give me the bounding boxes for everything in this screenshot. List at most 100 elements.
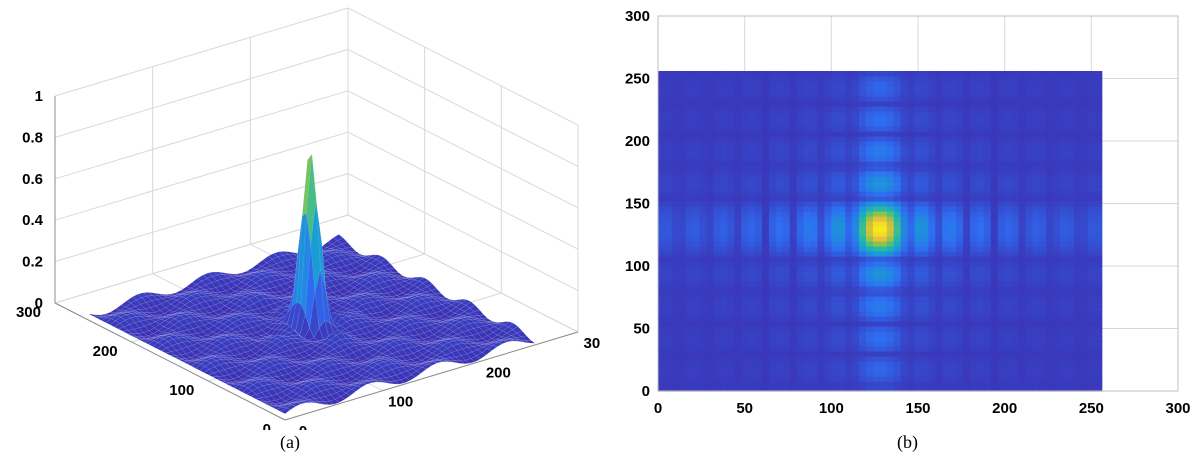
heatmap-cell [886,341,895,347]
heatmap-cell [671,116,680,122]
heatmap-cell [935,291,943,297]
heatmap-cell [734,281,742,287]
heatmap-cell [706,266,715,272]
heatmap-cell [942,246,950,252]
heatmap-cell [900,291,909,297]
heatmap-cell [803,366,812,372]
heatmap-cell [942,336,950,342]
heatmap-cell [699,86,708,92]
heatmap-cell [734,296,742,302]
heatmap-cell [907,246,916,252]
heatmap-cell [706,171,715,177]
heatmap-cell [921,236,929,242]
heatmap-cell [900,226,909,232]
heatmap-cell [838,261,846,267]
heatmap-cell [831,346,839,352]
heatmap-cell [734,221,742,227]
heatmap-cell [810,286,819,292]
heatmap-cell [775,236,784,242]
heatmap-cell [755,86,763,92]
heatmap-cell [893,251,902,257]
surface-facet [320,357,331,360]
heatmap-cell [886,211,895,217]
heatmap-cell [907,181,916,187]
heatmap-cell [831,136,839,142]
heatmap-cell [782,221,791,227]
heatmap-cell [845,366,853,372]
surface-facet [194,356,205,360]
heatmap-cell [796,331,805,337]
heatmap-cell [678,116,687,122]
heatmap-cell [879,151,888,157]
heatmap-cell [789,316,798,322]
heatmap-cell [755,106,763,112]
heatmap-cell [658,201,666,207]
heatmap-cell [803,251,812,257]
heatmap-cell [720,161,728,167]
heatmap-cell [817,346,825,352]
heatmap-cell [824,376,832,382]
heatmap-cell [817,341,825,347]
heatmap-cell [879,106,888,112]
heatmap-cell [671,106,680,112]
heatmap-cell [935,96,943,102]
heatmap-cell [699,136,708,142]
heatmap-cell [699,171,708,177]
heatmap-cell [685,121,694,127]
heatmap-cell [838,191,846,197]
heatmap-cell [699,306,708,312]
heatmap-cell [824,226,832,232]
heatmap-cell [727,291,735,297]
heatmap-cell [762,246,770,252]
heatmap-cell [886,246,895,252]
heatmap-cell [914,201,923,207]
heatmap-cell [748,321,756,327]
heatmap-cell [935,196,943,202]
heatmap-cell [831,236,839,242]
heatmap-cell [859,261,867,267]
heatmap-cell [748,131,756,137]
heatmap-cell [713,201,721,207]
heatmap-cell [852,126,860,132]
heatmap-cell [935,206,943,212]
heatmap-cell [859,236,867,242]
heatmap-cell [789,336,798,342]
heatmap-cell [768,111,777,117]
heatmap-cell [817,351,825,357]
heatmap-cell [817,101,825,107]
heatmap-cell [949,351,957,357]
heatmap-cell [879,326,888,332]
heatmap-cell [775,261,784,267]
heatmap-cell [956,76,964,82]
heatmap-cell [748,96,756,102]
heatmap-cell [866,371,874,377]
heatmap-cell [685,246,694,252]
heatmap-cell [720,286,728,292]
heatmap-cell [914,291,923,297]
heatmap-cell [748,271,756,277]
heatmap-cell [706,156,715,162]
heatmap-cell [886,291,895,297]
heatmap-cell [817,106,825,112]
heatmap-cell [727,101,735,107]
surface-facet [262,292,273,296]
heatmap-cell [706,371,715,377]
heatmap-cell [720,196,728,202]
heatmap-cell [949,281,957,287]
heatmap-cell [678,211,687,217]
heatmap-cell [956,161,964,167]
heatmap-cell [914,251,923,257]
heatmap-cell [782,336,791,342]
heatmap-cell [872,206,881,212]
heatmap-cell [748,281,756,287]
heatmap-cell [803,386,812,392]
surface-facet [288,401,299,404]
heatmap-cell [692,211,701,217]
heatmap-cell [762,191,770,197]
heatmap-cell [810,191,819,197]
heatmap-cell [741,141,749,147]
heatmap-cell [796,356,805,362]
heatmap-cell [893,321,902,327]
heatmap-cell [928,216,936,222]
surface-facet [210,298,222,306]
